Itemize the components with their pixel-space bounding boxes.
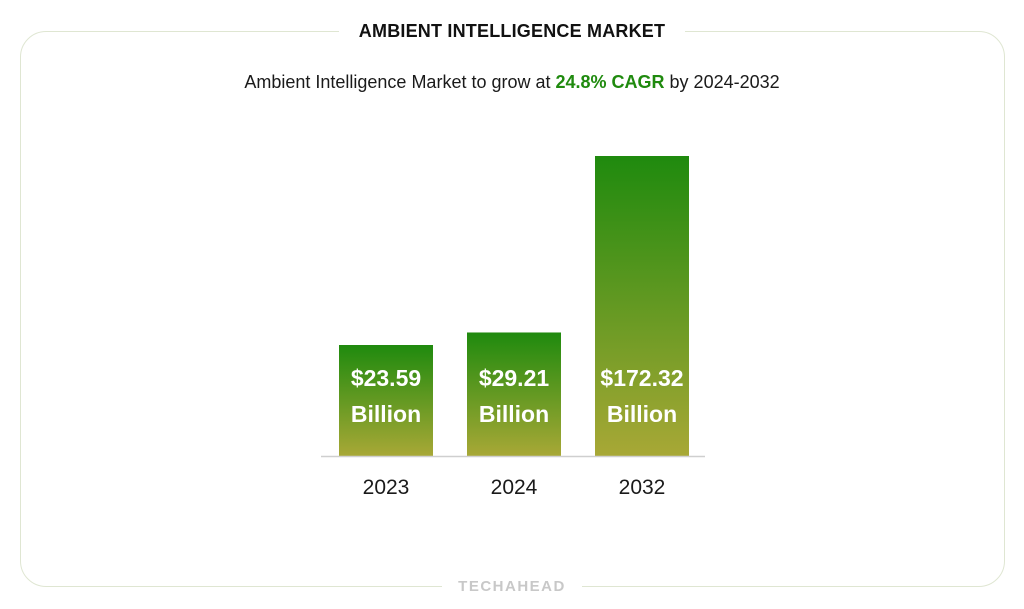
cagr-highlight: 24.8% CAGR [555, 72, 665, 92]
chart-subtitle: Ambient Intelligence Market to grow at 2… [0, 70, 1024, 94]
data-label-2024-value: $29.21 [479, 365, 550, 391]
brand-logo: TECHAHEAD [442, 576, 582, 598]
data-label-2023-value: $23.59 [351, 365, 421, 391]
bar-2032 [595, 156, 689, 456]
bar-2023 [339, 345, 433, 456]
data-label-2023-unit: Billion [351, 401, 421, 427]
x-tick-label-2023: 2023 [363, 476, 410, 499]
chart-title-wrapper: AMBIENT INTELLIGENCE MARKET [0, 18, 1024, 44]
x-tick-label-2032: 2032 [619, 476, 666, 499]
data-label-2024-unit: Billion [479, 401, 549, 427]
subtitle-suffix: by 2024-2032 [664, 72, 780, 92]
subtitle-prefix: Ambient Intelligence Market to grow at [244, 72, 556, 92]
x-tick-label-2024: 2024 [491, 476, 538, 499]
data-label-2032-unit: Billion [607, 401, 677, 427]
data-label-2032-value: $172.32 [600, 365, 683, 391]
footer-brand-wrapper: TECHAHEAD [0, 576, 1024, 598]
bar-2024 [467, 332, 561, 456]
chart-title: AMBIENT INTELLIGENCE MARKET [338, 18, 686, 44]
